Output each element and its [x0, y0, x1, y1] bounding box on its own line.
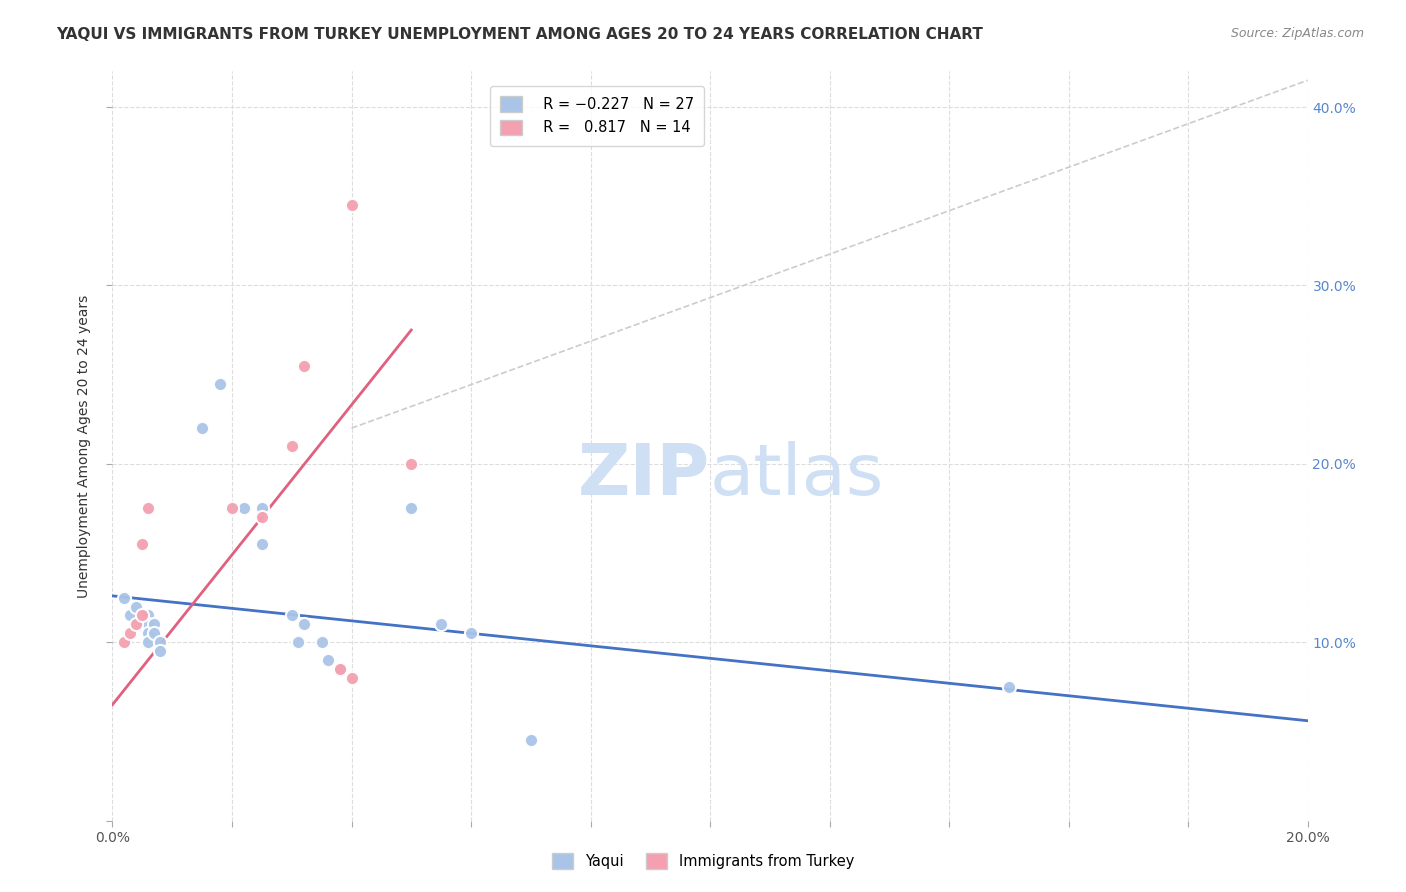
Point	[138, 626, 160, 640]
Point	[292, 617, 315, 632]
Point	[520, 733, 543, 747]
Point	[120, 626, 142, 640]
Point	[281, 439, 304, 453]
Point	[401, 457, 423, 471]
Legend: Yaqui, Immigrants from Turkey: Yaqui, Immigrants from Turkey	[540, 841, 866, 880]
Point	[114, 635, 135, 649]
Point	[329, 662, 352, 676]
Point	[340, 198, 363, 212]
Point	[125, 617, 148, 632]
Point	[281, 608, 304, 623]
Point	[138, 608, 160, 623]
Point	[138, 617, 160, 632]
Point	[131, 608, 153, 623]
Text: Source: ZipAtlas.com: Source: ZipAtlas.com	[1230, 27, 1364, 40]
Point	[311, 635, 333, 649]
Point	[143, 617, 166, 632]
Y-axis label: Unemployment Among Ages 20 to 24 years: Unemployment Among Ages 20 to 24 years	[77, 294, 91, 598]
Point	[138, 635, 160, 649]
Point	[287, 635, 309, 649]
Point	[329, 662, 352, 676]
Point	[250, 510, 273, 524]
Point	[221, 501, 243, 516]
Text: ZIP: ZIP	[578, 442, 710, 510]
Point	[209, 376, 232, 391]
Point	[292, 359, 315, 373]
Point	[125, 599, 148, 614]
Point	[401, 501, 423, 516]
Point	[138, 501, 160, 516]
Point	[340, 671, 363, 685]
Point	[460, 626, 482, 640]
Point	[149, 635, 172, 649]
Point	[149, 644, 172, 658]
Point	[131, 537, 153, 551]
Text: atlas: atlas	[710, 442, 884, 510]
Point	[316, 653, 339, 667]
Point	[430, 617, 453, 632]
Text: YAQUI VS IMMIGRANTS FROM TURKEY UNEMPLOYMENT AMONG AGES 20 TO 24 YEARS CORRELATI: YAQUI VS IMMIGRANTS FROM TURKEY UNEMPLOY…	[56, 27, 983, 42]
Point	[191, 421, 214, 435]
Point	[233, 501, 256, 516]
Legend:   R = −0.227   N = 27,   R =   0.817   N = 14: R = −0.227 N = 27, R = 0.817 N = 14	[491, 87, 704, 145]
Point	[998, 680, 1021, 694]
Point	[143, 626, 166, 640]
Point	[114, 591, 135, 605]
Point	[120, 608, 142, 623]
Point	[250, 501, 273, 516]
Point	[250, 537, 273, 551]
